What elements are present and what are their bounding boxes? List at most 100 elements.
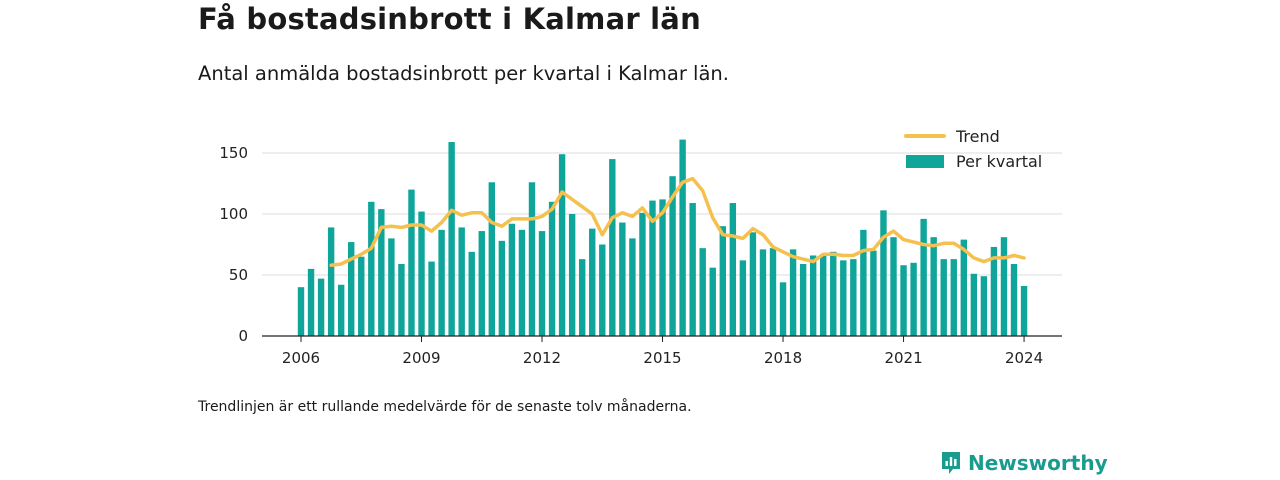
legend-bar-swatch bbox=[906, 155, 944, 168]
bar bbox=[317, 278, 325, 336]
bar bbox=[1010, 264, 1018, 336]
bar bbox=[809, 255, 817, 336]
bar bbox=[358, 256, 365, 336]
bar bbox=[619, 222, 626, 336]
bar bbox=[498, 240, 506, 336]
bar bbox=[589, 228, 596, 336]
bar bbox=[388, 238, 395, 336]
x-tick-label: 2024 bbox=[1005, 349, 1043, 367]
x-tick-label: 2009 bbox=[402, 349, 440, 367]
bar bbox=[599, 244, 606, 336]
bar bbox=[548, 201, 556, 336]
bar bbox=[960, 239, 968, 336]
legend: Trend Per kvartal bbox=[904, 127, 1042, 171]
bar bbox=[669, 176, 676, 336]
x-tick-label: 2015 bbox=[643, 349, 681, 367]
bar bbox=[428, 261, 435, 336]
bar bbox=[739, 260, 747, 336]
x-tick-label: 2006 bbox=[282, 349, 320, 367]
bar bbox=[609, 159, 616, 336]
footnote: Trendlinjen är ett rullande medelvärde f… bbox=[198, 399, 692, 415]
bar bbox=[568, 214, 576, 336]
bar bbox=[890, 237, 897, 336]
bar bbox=[689, 203, 696, 336]
bar bbox=[468, 251, 475, 336]
y-tick-label: 150 bbox=[219, 144, 248, 162]
bar bbox=[307, 268, 315, 336]
bar bbox=[348, 242, 355, 336]
bar bbox=[368, 201, 375, 336]
bar bbox=[538, 231, 546, 336]
bar bbox=[448, 142, 455, 336]
bar bbox=[518, 229, 526, 336]
bar bbox=[900, 265, 907, 336]
bar bbox=[729, 203, 737, 336]
legend-bar-label: Per kvartal bbox=[956, 152, 1042, 171]
bar bbox=[950, 259, 957, 336]
bar bbox=[458, 227, 465, 336]
bar bbox=[799, 264, 807, 336]
bar bbox=[940, 259, 947, 336]
bar bbox=[789, 249, 797, 336]
bar bbox=[297, 287, 305, 336]
bar bbox=[769, 248, 777, 336]
bar bbox=[840, 260, 847, 336]
bar bbox=[639, 212, 646, 336]
bar bbox=[378, 209, 385, 336]
bar bbox=[558, 154, 566, 336]
brand-logo: Newsworthy bbox=[940, 450, 1108, 476]
trend-series bbox=[329, 176, 1026, 267]
bar bbox=[649, 200, 656, 336]
bar bbox=[870, 250, 877, 336]
bar bbox=[327, 227, 335, 336]
bar bbox=[990, 246, 998, 336]
chart-area: 0 50 100 150 2006 2009 2012 2015 2018 2021 2024 T… bbox=[219, 127, 1062, 367]
bar bbox=[970, 273, 978, 336]
legend-trend-label: Trend bbox=[955, 127, 1000, 146]
newsworthy-logo-icon bbox=[942, 452, 960, 474]
brand-name: Newsworthy bbox=[968, 451, 1108, 475]
y-axis-ticks: 0 50 100 150 bbox=[219, 144, 248, 345]
bar bbox=[1000, 237, 1008, 336]
bar bbox=[830, 251, 837, 336]
bar bbox=[438, 229, 445, 336]
bar bbox=[779, 282, 787, 336]
bar bbox=[860, 229, 867, 336]
bar bbox=[880, 210, 887, 336]
x-tick-label: 2021 bbox=[884, 349, 922, 367]
bar bbox=[508, 223, 516, 336]
bar bbox=[1020, 285, 1028, 336]
bar bbox=[418, 211, 425, 336]
bar bbox=[980, 276, 988, 336]
bar bbox=[629, 238, 636, 336]
y-tick-label: 50 bbox=[229, 266, 248, 284]
y-tick-label: 0 bbox=[238, 327, 248, 345]
bar bbox=[820, 254, 827, 336]
bar bbox=[699, 248, 706, 336]
bar bbox=[408, 189, 415, 336]
x-axis-ticks: 2006 2009 2012 2015 2018 2021 2024 bbox=[282, 336, 1043, 367]
bar bbox=[719, 226, 726, 336]
trend-line bbox=[329, 176, 1026, 267]
x-tick-label: 2012 bbox=[523, 349, 561, 367]
bar bbox=[910, 262, 917, 336]
bar bbox=[659, 199, 666, 336]
chart-subtitle: Antal anmälda bostadsinbrott per kvartal… bbox=[198, 62, 729, 85]
bar bbox=[528, 182, 536, 336]
bar bbox=[930, 237, 937, 336]
bar-series bbox=[297, 139, 1028, 336]
bar bbox=[488, 182, 496, 336]
bar bbox=[679, 139, 686, 336]
y-tick-label: 100 bbox=[219, 205, 248, 223]
bar bbox=[398, 264, 405, 336]
bar bbox=[759, 249, 767, 336]
bar bbox=[709, 267, 716, 336]
chart-title: Få bostadsinbrott i Kalmar län bbox=[198, 2, 701, 36]
bar bbox=[920, 218, 927, 336]
bar bbox=[850, 259, 857, 336]
bar bbox=[749, 232, 757, 336]
bar bbox=[578, 259, 586, 336]
bar bbox=[337, 284, 345, 336]
bar bbox=[478, 231, 485, 336]
x-tick-label: 2018 bbox=[764, 349, 802, 367]
